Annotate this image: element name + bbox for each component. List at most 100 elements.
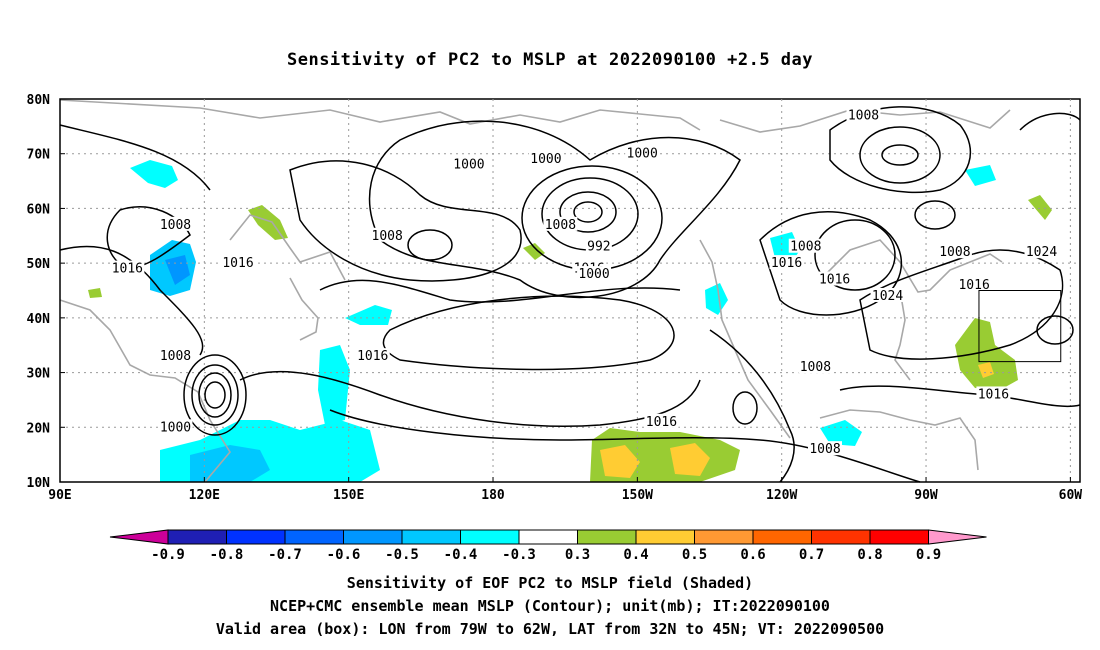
colorbar-end-right <box>928 529 987 545</box>
contour-ring <box>183 354 247 436</box>
contour-label-bg <box>846 107 881 122</box>
contour-label: 1016 <box>978 387 1009 402</box>
contour-label-bg <box>976 386 1011 401</box>
shade-green <box>88 288 102 298</box>
contour-line <box>709 329 795 483</box>
colorbar-label: -0.8 <box>210 547 244 563</box>
contour-ring <box>573 201 603 223</box>
sensitivity-shading <box>88 160 1052 482</box>
mslp-contours <box>59 106 1081 483</box>
colorbar-label: 0.6 <box>740 547 765 563</box>
contour-label-bg <box>817 271 852 286</box>
contour-label: 1016 <box>646 415 677 430</box>
colorbar-swatch <box>694 529 754 545</box>
contour-label-bg <box>577 266 612 281</box>
contour-ring <box>814 219 896 291</box>
longitude-labels: 90E 120E 150E 180 150W 120W 90W 60W <box>48 488 1082 503</box>
lon-label: 60W <box>1059 488 1083 503</box>
contour-label-bg <box>110 260 145 275</box>
contour-label-bg <box>355 348 390 363</box>
colorbar-label: -0.7 <box>268 547 302 563</box>
shade-cyan <box>345 305 392 325</box>
contour-label-bg <box>585 238 612 253</box>
contour-label: 1016 <box>771 256 802 271</box>
contour-label-bg <box>158 216 193 231</box>
shade-cyan <box>965 165 996 186</box>
contour-label-bg <box>370 227 405 242</box>
contour-label-bg <box>769 255 804 270</box>
contour-label-bg <box>221 255 256 270</box>
caption-contour: NCEP+CMC ensemble mean MSLP (Contour); u… <box>270 597 830 615</box>
colorbar-label: -0.3 <box>502 547 536 563</box>
colorbar-swatch <box>284 529 344 545</box>
contour-line <box>289 160 522 282</box>
contour-label-bg <box>644 413 679 428</box>
contour-label-bg <box>158 419 193 434</box>
colorbar-swatch <box>577 529 637 545</box>
lon-label: 90E <box>48 488 71 503</box>
colorbar-label: -0.9 <box>151 547 185 563</box>
contour-line <box>839 385 1081 408</box>
lon-label: 120E <box>189 488 220 503</box>
contour-label: 1008 <box>790 240 821 255</box>
contour-ring <box>881 144 919 166</box>
contour-label-bg <box>870 287 905 302</box>
caption-valid-area: Valid area (box): LON from 79W to 62W, L… <box>215 620 885 638</box>
contour-ring <box>204 381 226 409</box>
plot-border <box>59 98 1081 483</box>
contour-label: 1016 <box>357 349 388 364</box>
colorbar-swatch <box>811 529 871 545</box>
lat-label: 50N <box>27 257 51 272</box>
colorbar-swatch <box>518 529 578 545</box>
contour-label: 1024 <box>1026 245 1057 260</box>
contour-label: 1008 <box>848 108 879 123</box>
contour-label: 1016 <box>222 256 253 271</box>
colorbar-label: -0.6 <box>327 547 361 563</box>
contour-line <box>1019 112 1081 131</box>
contour-label-bg <box>957 277 992 292</box>
contour-label: 1000 <box>453 158 484 173</box>
contour-label-bg <box>543 216 578 231</box>
lat-label: 60N <box>27 202 51 217</box>
contour-line <box>829 106 971 194</box>
contour-label: 1000 <box>160 420 191 435</box>
colorbar-swatch <box>226 529 286 545</box>
lat-label: 70N <box>27 148 51 163</box>
shade-yellow <box>670 443 710 476</box>
contour-label: 1008 <box>939 245 970 260</box>
colorbar: -0.9 -0.8 -0.7 -0.6 -0.5 -0.4 -0.3 0.3 0.4 0.5 0.6… <box>109 529 987 563</box>
contour-line <box>59 245 204 356</box>
colorbar-label: 0.4 <box>623 547 648 563</box>
contour-line <box>59 124 211 191</box>
lon-label: 180 <box>481 488 505 503</box>
contour-line <box>106 206 191 269</box>
lat-label: 30N <box>27 367 51 382</box>
lon-label: 90W <box>914 488 938 503</box>
contour-ring <box>407 229 453 261</box>
colorbar-swatch <box>401 529 461 545</box>
contour-label: 1000 <box>627 147 658 162</box>
contour-label-bg <box>1024 244 1059 259</box>
colorbar-label: -0.4 <box>444 547 478 563</box>
map-title: Sensitivity of PC2 to MSLP at 2022090100… <box>286 50 813 70</box>
contour-line <box>382 295 675 371</box>
colorbar-swatch <box>167 529 227 545</box>
contour-line <box>368 120 741 299</box>
colorbar-swatch <box>869 529 929 545</box>
colorbar-label: -0.5 <box>385 547 419 563</box>
shade-yellow <box>978 362 994 378</box>
colorbar-swatch <box>343 529 403 545</box>
axis-ticks <box>59 98 1071 483</box>
colorbar-swatch <box>460 529 520 545</box>
colorbar-swatch <box>752 529 812 545</box>
contour-label-bg <box>798 359 833 374</box>
contour-ring <box>198 372 232 418</box>
colorbar-end-left <box>109 529 169 545</box>
lon-label: 150E <box>333 488 364 503</box>
contour-line <box>239 370 701 427</box>
shade-blue <box>190 445 270 482</box>
contour-ring <box>914 200 956 230</box>
colorbar-label: 0.7 <box>799 547 824 563</box>
